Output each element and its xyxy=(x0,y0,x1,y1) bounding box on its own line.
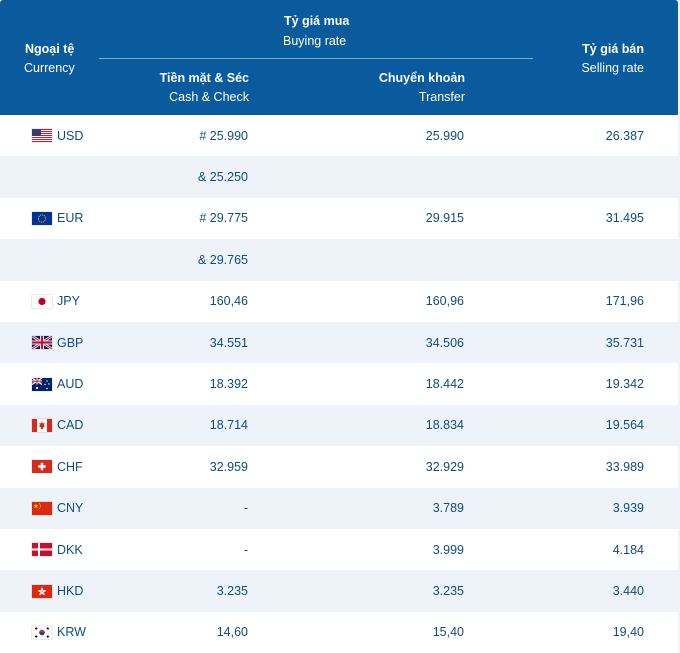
currency-code: GBP xyxy=(57,335,84,350)
selling-rate-header-en: Selling rate xyxy=(581,61,644,75)
currency-code: CHF xyxy=(57,459,83,474)
currency-code: KRW xyxy=(57,625,86,640)
transfer-rate: 25.990 xyxy=(425,128,464,143)
currency-code: DKK xyxy=(57,542,83,557)
table-row: HKD 3.235 3.235 3.440 xyxy=(0,570,678,612)
cash-rate: & 29.765 xyxy=(197,252,248,267)
table-row: CHF 32.959 32.929 33.989 xyxy=(0,446,678,487)
currency-code: JPY xyxy=(57,294,80,309)
table-row: AUD 18.392 18.442 19.342 xyxy=(0,363,678,404)
kr-flag-icon xyxy=(32,625,52,639)
currency-code: USD xyxy=(57,128,84,143)
selling-rate-header-vi: Tỷ giá bán xyxy=(582,42,644,56)
gb-flag-icon xyxy=(32,336,52,350)
table-row: USD # 25.990 25.990 26.387 xyxy=(0,115,678,156)
currency-code: EUR xyxy=(57,211,84,226)
transfer-rate: 3.999 xyxy=(432,542,464,557)
table-row: & 29.765 xyxy=(0,239,678,281)
dk-flag-icon xyxy=(32,543,52,557)
currency-header-vi: Ngoại tệ xyxy=(25,42,75,56)
table-row: CAD 18.714 18.834 19.564 xyxy=(0,404,678,447)
header-divider xyxy=(99,58,533,59)
cash-rate: 34.551 xyxy=(209,335,248,350)
cash-rate: 160,46 xyxy=(209,294,248,309)
selling-rate: 3.939 xyxy=(612,501,644,516)
cash-rate: - xyxy=(243,542,248,557)
selling-rate: 26.387 xyxy=(605,128,644,143)
cash-rate: 18.392 xyxy=(209,377,248,392)
currency-code: HKD xyxy=(57,584,84,599)
jp-flag-icon xyxy=(32,294,52,308)
buying-rate-header-vi: Tỷ giá mua xyxy=(284,14,350,28)
cash-rate: # 25.990 xyxy=(199,128,248,143)
currency-code: CAD xyxy=(57,418,84,433)
selling-rate: 171,96 xyxy=(605,294,644,309)
transfer-rate: 3.789 xyxy=(432,501,464,516)
selling-rate: 19,40 xyxy=(612,625,644,640)
cash-rate: # 29.775 xyxy=(199,211,248,226)
table-row: JPY 160,46 160,96 171,96 xyxy=(0,281,678,322)
transfer-rate: 34.506 xyxy=(425,335,464,350)
hk-flag-icon xyxy=(32,584,52,598)
table-row: GBP 34.551 34.506 35.731 xyxy=(0,322,678,364)
transfer-rate: 3.235 xyxy=(432,584,464,599)
cash-rate: 32.959 xyxy=(209,459,248,474)
cash-rate: 18.714 xyxy=(209,418,248,433)
selling-rate: 4.184 xyxy=(612,542,644,557)
cash-header-vi: Tiền mặt & Séc xyxy=(159,71,249,85)
transfer-header-vi: Chuyển khoản xyxy=(378,71,465,85)
table-row: CNY - 3.789 3.939 xyxy=(0,487,678,529)
buying-rate-header-en: Buying rate xyxy=(283,34,347,48)
table-row: EUR # 29.775 29.915 31.495 xyxy=(0,198,678,239)
cash-rate: 3.235 xyxy=(216,584,248,599)
us-flag-icon xyxy=(32,129,52,143)
cash-rate: 14,60 xyxy=(216,625,248,640)
currency-code: CNY xyxy=(57,501,84,516)
transfer-header-en: Transfer xyxy=(418,90,465,104)
transfer-rate: 18.834 xyxy=(425,418,464,433)
transfer-rate: 15,40 xyxy=(432,625,464,640)
currency-header-en: Currency xyxy=(24,61,75,75)
cn-flag-icon xyxy=(32,501,52,515)
selling-rate: 35.731 xyxy=(605,335,644,350)
transfer-rate: 160,96 xyxy=(425,294,464,309)
selling-rate: 3.440 xyxy=(612,584,644,599)
currency-code: AUD xyxy=(57,377,84,392)
transfer-rate: 18.442 xyxy=(425,377,464,392)
table-row: KRW 14,60 15,40 19,40 xyxy=(0,612,678,653)
table-header: Ngoại tệ Currency Tỷ giá mua Buying rate… xyxy=(0,0,678,115)
cash-rate: & 25.250 xyxy=(197,170,248,185)
ca-flag-icon xyxy=(32,418,52,432)
cash-header-en: Cash & Check xyxy=(169,90,249,104)
table-row: & 25.250 xyxy=(0,156,678,198)
au-flag-icon xyxy=(32,377,52,391)
transfer-rate: 32.929 xyxy=(425,459,464,474)
ch-flag-icon xyxy=(32,460,52,474)
selling-rate: 19.564 xyxy=(605,418,644,433)
cash-rate: - xyxy=(243,501,248,516)
eu-flag-icon xyxy=(32,211,52,225)
selling-rate: 31.495 xyxy=(605,211,644,226)
table-row: DKK - 3.999 4.184 xyxy=(0,529,678,570)
selling-rate: 19.342 xyxy=(605,377,644,392)
transfer-rate: 29.915 xyxy=(425,211,464,226)
selling-rate: 33.989 xyxy=(605,459,644,474)
